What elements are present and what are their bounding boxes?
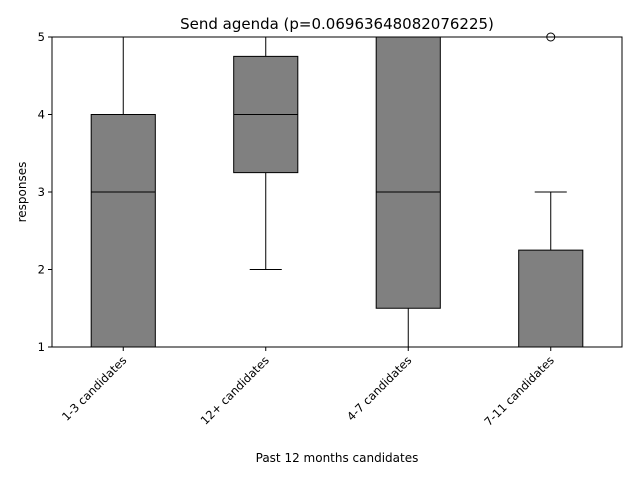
- y-tick-label: 2: [38, 263, 45, 277]
- chart-title: Send agenda (p=0.06963648082076225): [180, 15, 494, 33]
- x-tick-label: 1-3 candidates: [59, 353, 129, 423]
- y-axis-label: responses: [15, 162, 29, 223]
- box: [90, 114, 156, 348]
- x-axis-label: Past 12 months candidates: [256, 451, 419, 465]
- plot-frame: [51, 36, 623, 348]
- y-tick-label: 1: [38, 340, 45, 354]
- y-tick-label: 5: [38, 30, 45, 44]
- box: [375, 36, 441, 309]
- box: [518, 249, 584, 348]
- x-tick-label: 4-7 candidates: [344, 353, 414, 423]
- x-tick-label: 7-11 candidates: [481, 353, 557, 429]
- x-tick-label: 12+ candidates: [198, 353, 272, 427]
- y-tick-label: 3: [38, 185, 45, 199]
- plot-area: 1 2 3 4 5 1-3 candidates 12+ candidates 4-7 can…: [38, 30, 584, 429]
- y-tick-label: 4: [38, 108, 45, 122]
